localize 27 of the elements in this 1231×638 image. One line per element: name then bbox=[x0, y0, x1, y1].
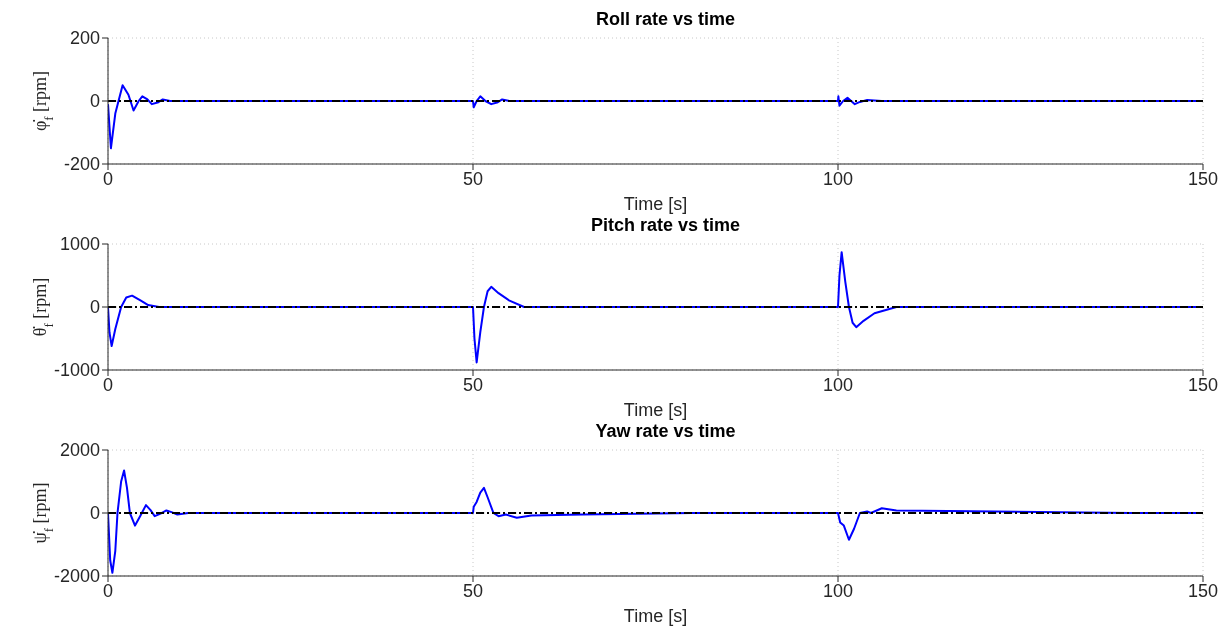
x-tick-label: 100 bbox=[822, 168, 854, 189]
x-tick-label: 50 bbox=[462, 374, 484, 395]
y-tick-label: 0 bbox=[89, 91, 100, 112]
chart-title: Roll rate vs time bbox=[594, 8, 737, 30]
y-tick-label: -2000 bbox=[53, 566, 100, 587]
chart-title: Pitch rate vs time bbox=[589, 214, 742, 236]
y-tick-label: 1000 bbox=[59, 234, 100, 255]
x-tick-label: 100 bbox=[822, 374, 854, 395]
x-tick-label: 150 bbox=[1187, 168, 1219, 189]
x-axis-title: Time [s] bbox=[623, 606, 688, 626]
y-tick-label: 0 bbox=[89, 503, 100, 524]
x-tick-label: 150 bbox=[1187, 580, 1219, 601]
x-axis-title: Time [s] bbox=[623, 194, 688, 214]
x-tick-label: 150 bbox=[1187, 374, 1219, 395]
x-tick-label: 50 bbox=[462, 580, 484, 601]
x-tick-label: 0 bbox=[102, 374, 114, 395]
chart-title: Yaw rate vs time bbox=[594, 420, 737, 442]
y-tick-label: -1000 bbox=[53, 360, 100, 381]
y-tick-label: 2000 bbox=[59, 440, 100, 461]
x-tick-label: 50 bbox=[462, 168, 484, 189]
x-axis-title: Time [s] bbox=[623, 400, 688, 420]
y-tick-label: 0 bbox=[89, 297, 100, 318]
x-tick-label: 0 bbox=[102, 168, 114, 189]
x-tick-label: 0 bbox=[102, 580, 114, 601]
x-tick-label: 100 bbox=[822, 580, 854, 601]
y-tick-label: -200 bbox=[63, 154, 100, 175]
y-tick-label: 200 bbox=[69, 28, 100, 49]
